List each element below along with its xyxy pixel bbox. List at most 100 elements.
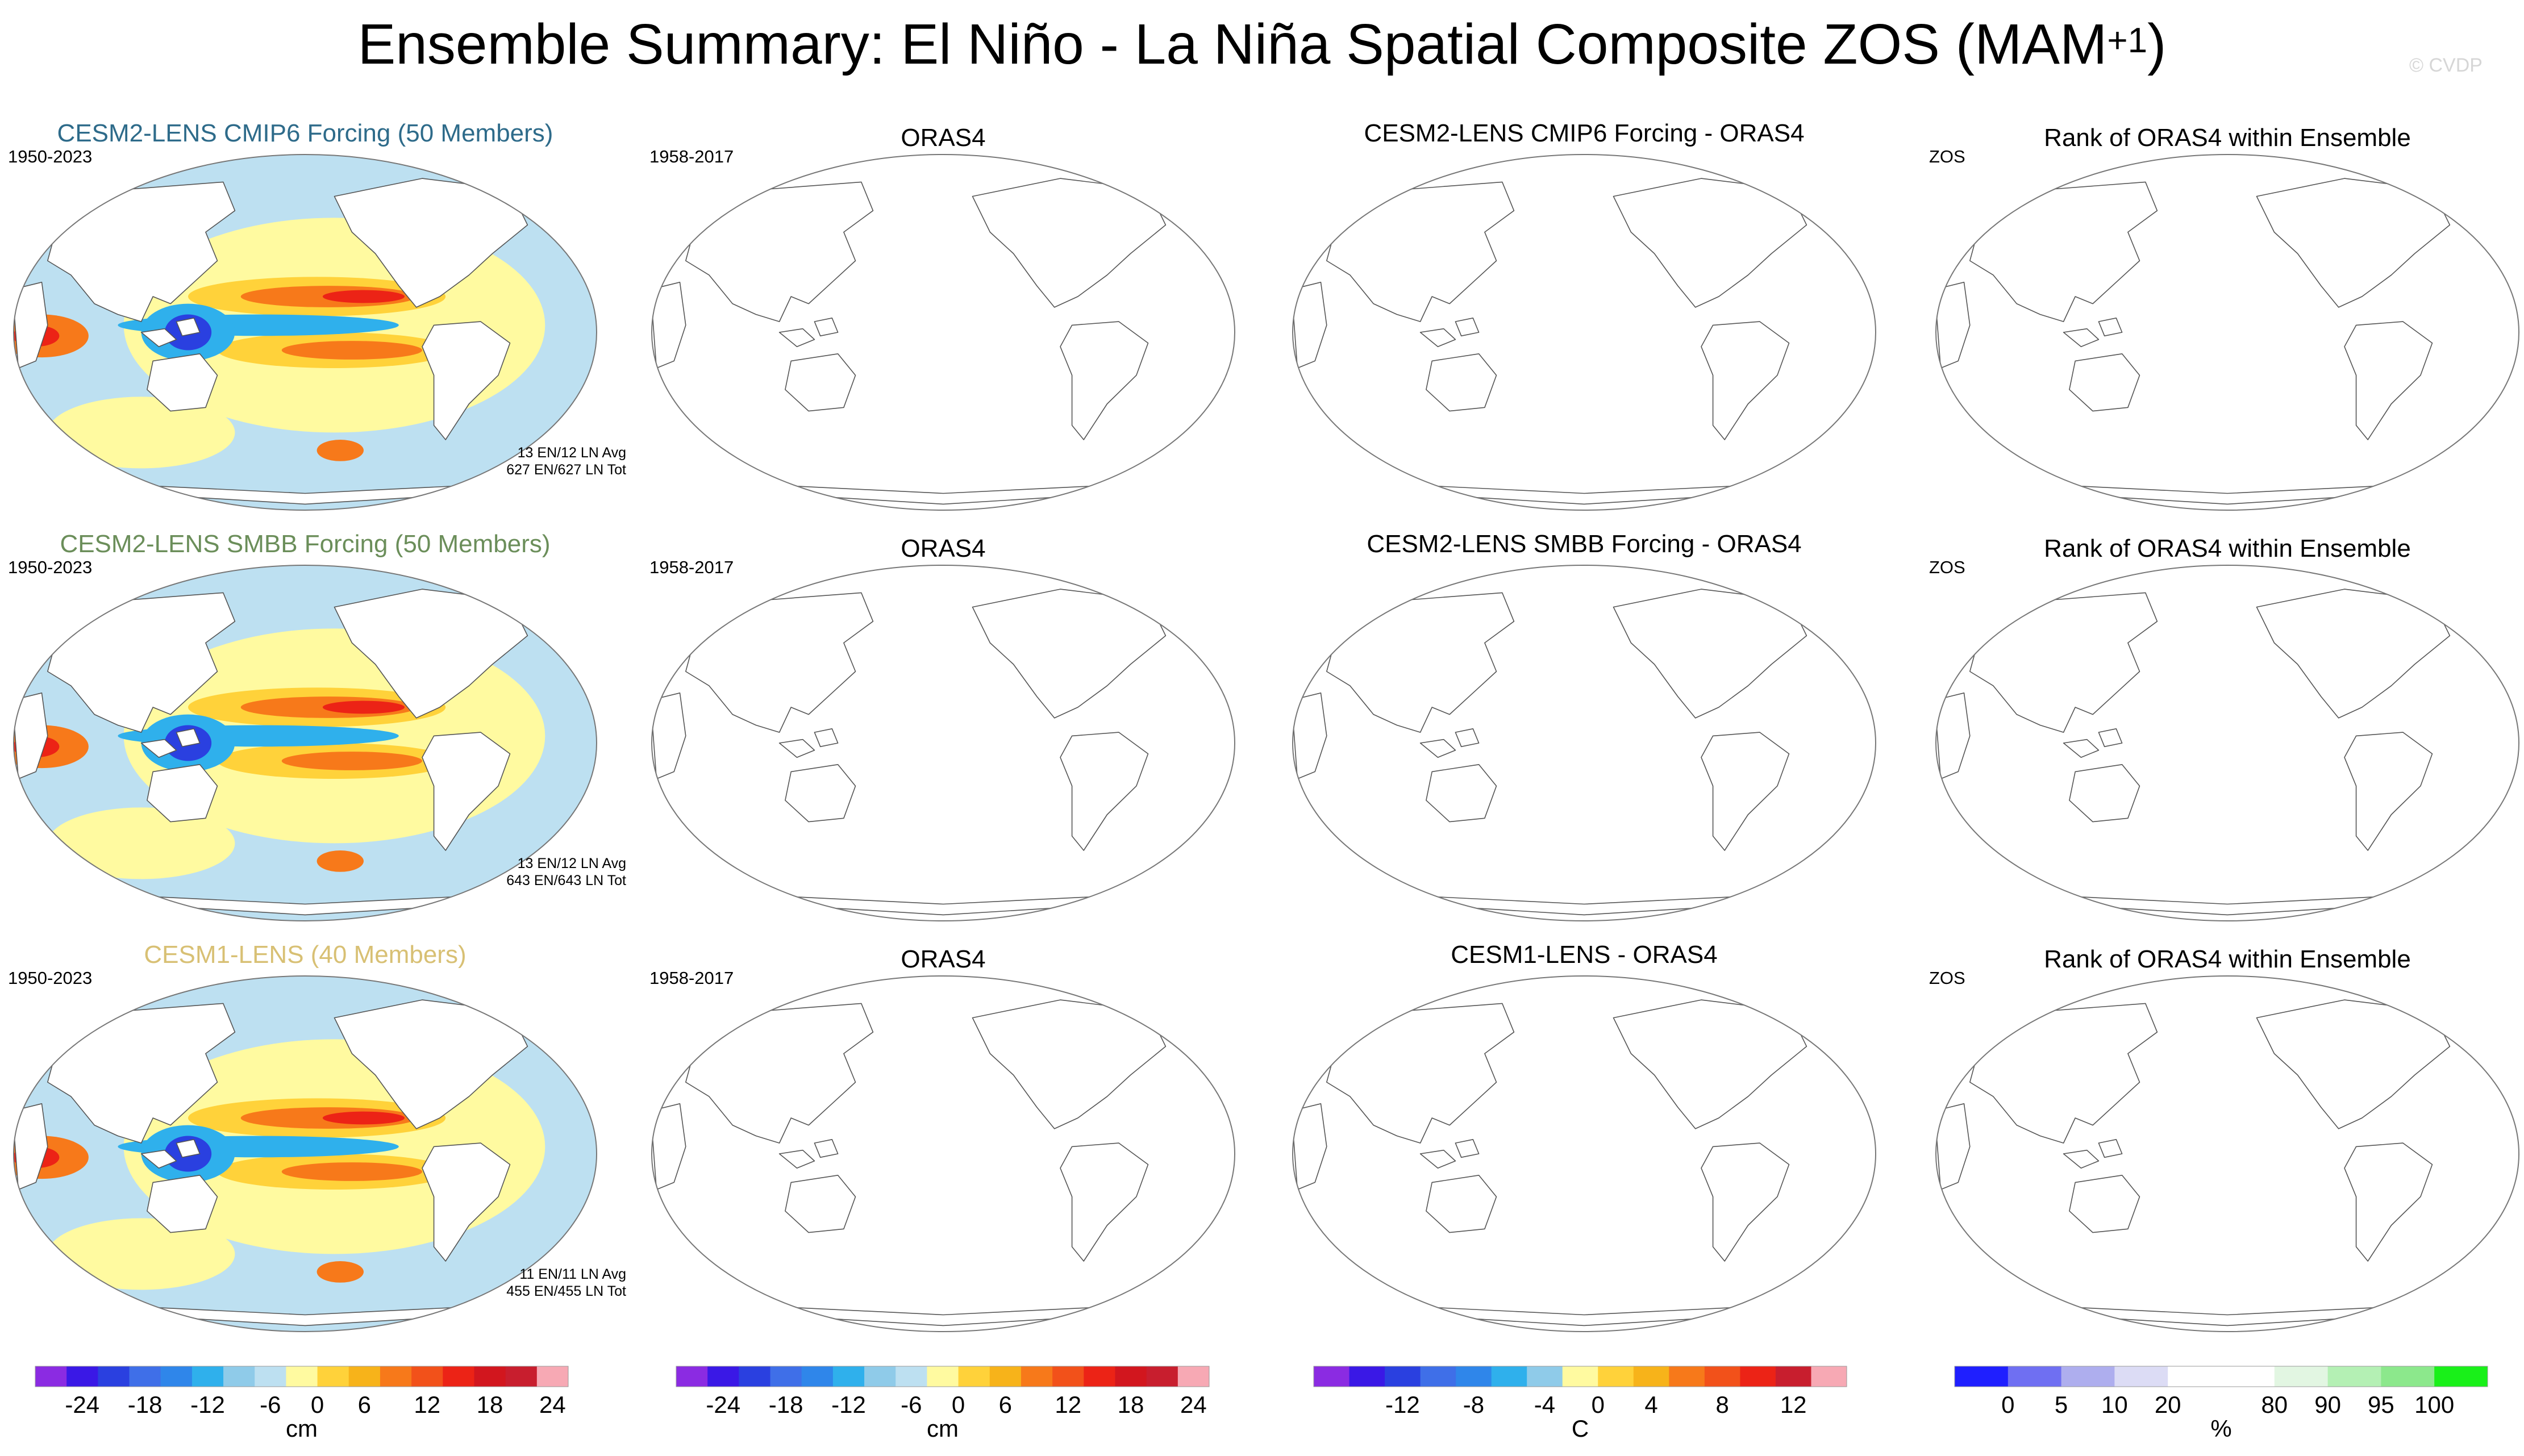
ensemble-count-avg: 13 EN/12 LN Avg [517, 445, 626, 461]
colorbar-tick-label: 18 [476, 1391, 503, 1418]
colorbar-swatch [1349, 1366, 1385, 1387]
figure-title: Ensemble Summary: El Niño - La Niña Spat… [357, 12, 2167, 76]
colorbar-swatch [1704, 1366, 1740, 1387]
colorbar-swatch [66, 1366, 98, 1387]
colorbar [1954, 1366, 2488, 1387]
colorbar-swatch [443, 1366, 474, 1387]
colorbar-swatch [380, 1366, 412, 1387]
colorbar-swatch [1562, 1366, 1598, 1387]
colorbar-swatch [989, 1366, 1022, 1387]
colorbar [676, 1366, 1210, 1387]
colorbar-swatch [255, 1366, 286, 1387]
ensemble-count-avg: 11 EN/11 LN Avg [519, 1266, 626, 1282]
colorbar-tick-label: 95 [2368, 1391, 2394, 1418]
colorbar-swatch [1633, 1366, 1669, 1387]
empty-map-outline [1292, 154, 1876, 511]
colorbar-swatch [1669, 1366, 1705, 1387]
colorbar-tick-label: 4 [1644, 1391, 1658, 1418]
colorbar-swatch [1456, 1366, 1492, 1387]
colorbar-unit-label: C [1571, 1415, 1589, 1442]
rank-variable-label: ZOS [1929, 147, 1965, 166]
colorbar-swatch [1598, 1366, 1634, 1387]
colorbar-swatch [832, 1366, 865, 1387]
colorbar-tick-label: 20 [2154, 1391, 2181, 1418]
colorbar-swatch [2221, 1366, 2275, 1387]
model-period-label: 1950-2023 [8, 968, 93, 988]
model-panel-title: CESM1-LENS (40 Members) [144, 941, 467, 969]
colorbar-swatch [1385, 1366, 1421, 1387]
colorbar-swatch [1052, 1366, 1084, 1387]
colorbar-swatch [864, 1366, 896, 1387]
colorbar-swatch [411, 1366, 443, 1387]
colorbar-swatch [1775, 1366, 1811, 1387]
colorbar-tick-label: -8 [1463, 1391, 1485, 1418]
rank-panel-title: Rank of ORAS4 within Ensemble [2044, 535, 2411, 562]
colorbar-swatch [770, 1366, 802, 1387]
colorbar-tick-label: -18 [127, 1391, 163, 1418]
colorbar-swatch [317, 1366, 349, 1387]
colorbar-swatch [1955, 1366, 2009, 1387]
empty-map-outline [1292, 565, 1876, 921]
colorbar-tick-label: 100 [2414, 1391, 2455, 1418]
ensemble-count-total: 643 EN/643 LN Tot [506, 873, 626, 888]
colorbar-swatch [1021, 1366, 1053, 1387]
obs-period-label: 1958-2017 [649, 147, 734, 166]
difference-panel-title: CESM2-LENS SMBB Forcing - ORAS4 [1367, 530, 1802, 558]
colorbar-swatch [2168, 1366, 2222, 1387]
model-composite-map [13, 975, 597, 1332]
colorbar-tick-label: 0 [2001, 1391, 2015, 1418]
cvdp-watermark: © CVDP [2409, 55, 2483, 76]
colorbar-swatch [536, 1366, 569, 1387]
colorbar-tick-label: -6 [260, 1391, 281, 1418]
colorbar-swatch [1146, 1366, 1178, 1387]
obs-panel-title: ORAS4 [901, 945, 986, 973]
empty-map-outline [651, 565, 1235, 921]
colorbar-tick-label: 5 [2054, 1391, 2068, 1418]
colorbar-swatch [1115, 1366, 1147, 1387]
colorbar-tick-label: 6 [998, 1391, 1013, 1418]
empty-map-outline [1935, 565, 2519, 921]
colorbar-tick-label: 12 [1780, 1391, 1807, 1418]
colorbar [35, 1366, 569, 1387]
ensemble-count-total: 627 EN/627 LN Tot [506, 462, 626, 478]
colorbar-swatch [98, 1366, 130, 1387]
colorbar-unit-label: cm [286, 1415, 318, 1442]
colorbar-swatch [1314, 1366, 1350, 1387]
colorbar-tick-label: -4 [1534, 1391, 1556, 1418]
model-panel-title: CESM2-LENS SMBB Forcing (50 Members) [60, 530, 551, 558]
colorbar-tick-label: -24 [706, 1391, 741, 1418]
colorbar-tick-label: 8 [1715, 1391, 1729, 1418]
colorbar-swatch [2007, 1366, 2062, 1387]
colorbar-swatch [676, 1366, 708, 1387]
colorbar-swatch [35, 1366, 67, 1387]
colorbar-swatch [223, 1366, 255, 1387]
rank-panel-title: Rank of ORAS4 within Ensemble [2044, 945, 2411, 973]
colorbar-swatch [2274, 1366, 2329, 1387]
colorbar-tick-label: 80 [2261, 1391, 2288, 1418]
colorbar-swatch [160, 1366, 193, 1387]
obs-panel-title: ORAS4 [901, 124, 986, 152]
colorbar-tick-label: -18 [768, 1391, 803, 1418]
difference-panel-title: CESM2-LENS CMIP6 Forcing - ORAS4 [1364, 119, 1805, 147]
obs-period-label: 1958-2017 [649, 557, 734, 577]
colorbar-swatch [1811, 1366, 1847, 1387]
colorbar-tick-label: 18 [1117, 1391, 1144, 1418]
difference-panel-title: CESM1-LENS - ORAS4 [1451, 941, 1718, 969]
colorbar-swatch [2434, 1366, 2488, 1387]
colorbar-tick-label: 10 [2101, 1391, 2128, 1418]
colorbar-tick-label: 12 [414, 1391, 441, 1418]
colorbar-tick-label: -24 [65, 1391, 100, 1418]
colorbar-swatch [129, 1366, 161, 1387]
colorbar-tick-label: 0 [1591, 1391, 1605, 1418]
colorbar-tick-label: 0 [310, 1391, 324, 1418]
empty-map-outline [1935, 154, 2519, 511]
model-composite-map [13, 154, 597, 511]
colorbar-unit-label: cm [927, 1415, 959, 1442]
empty-map-outline [1935, 975, 2519, 1332]
colorbar-tick-label: 24 [1180, 1391, 1207, 1418]
ensemble-count-avg: 13 EN/12 LN Avg [517, 856, 626, 871]
colorbar-tick-label: -6 [901, 1391, 922, 1418]
colorbar-swatch [286, 1366, 318, 1387]
colorbar-swatch [707, 1366, 739, 1387]
empty-map-outline [651, 975, 1235, 1332]
